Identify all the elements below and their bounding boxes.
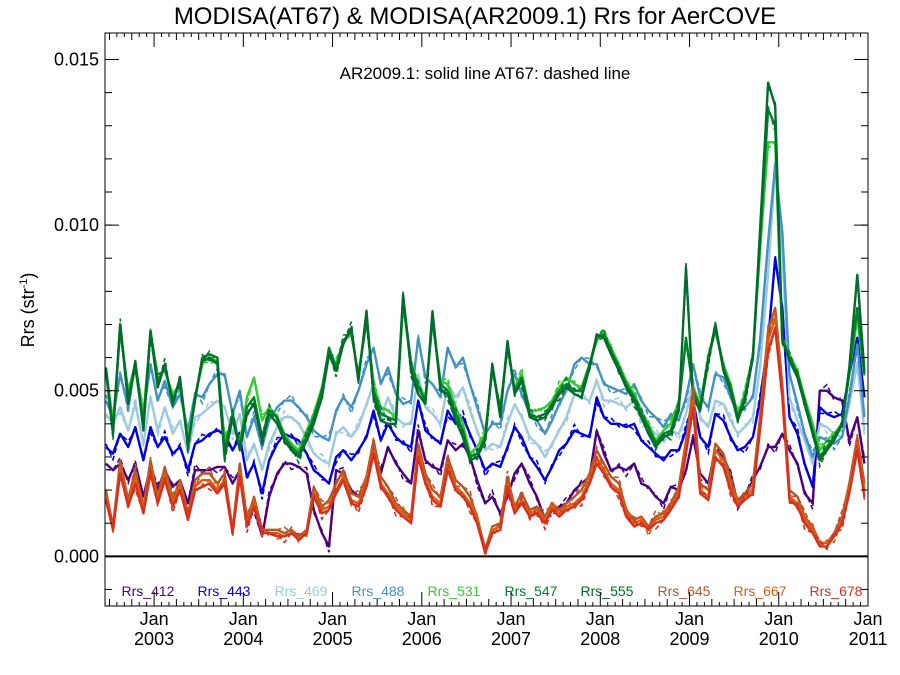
- legend-entry-Rrs_678: Rrs_678: [810, 583, 863, 599]
- x-tick-label-year: 2009: [669, 629, 709, 649]
- y-axis-label: Rrs (str-1): [18, 273, 38, 348]
- x-tick-label-year: 2004: [223, 629, 263, 649]
- x-tick-label-month: Jan: [407, 609, 436, 629]
- y-axis-label-main: Rrs (str: [18, 288, 38, 347]
- legend-entry-Rrs_667: Rrs_667: [734, 583, 787, 599]
- x-tick-label-year: 2010: [759, 629, 799, 649]
- x-tick-label-year: 2005: [313, 629, 353, 649]
- x-tick-label-year: 2006: [402, 629, 442, 649]
- y-tick-label: 0.005: [54, 381, 99, 401]
- series-dashed-line-Rrs_555: [105, 85, 866, 469]
- legend-entry-Rrs_555: Rrs_555: [581, 583, 634, 599]
- x-tick-label-month: Jan: [318, 609, 347, 629]
- legend: Rrs_412 Rrs_443 Rrs_469 Rrs_488 Rrs_531 Rrs_5…: [122, 583, 863, 599]
- line-style-note: AR2009.1: solid line AT67: dashed line: [340, 64, 631, 83]
- legend-entry-Rrs_547: Rrs_547: [505, 583, 558, 599]
- x-tick-label-month: Jan: [764, 609, 793, 629]
- x-tick-label-year: 2008: [580, 629, 620, 649]
- series-layer: [104, 81, 866, 557]
- series-line-Rrs_469: [104, 164, 866, 472]
- plot-frame: [104, 32, 869, 607]
- legend-entry-Rrs_488: Rrs_488: [352, 583, 405, 599]
- legend-entry-Rrs_645: Rrs_645: [658, 583, 711, 599]
- series-dashed-line-Rrs_443: [105, 255, 866, 500]
- x-tick-label-month: Jan: [586, 609, 615, 629]
- y-tick-label: 0.015: [54, 49, 99, 69]
- y-axis-label-superscript: -1: [18, 279, 30, 289]
- x-tick-label-year: 2007: [491, 629, 531, 649]
- legend-entry-Rrs_412: Rrs_412: [122, 583, 175, 599]
- series-dashed-line-Rrs_412: [105, 383, 866, 553]
- y-tick-label: 0.000: [54, 546, 99, 566]
- x-tick-label-year: 2003: [134, 629, 174, 649]
- x-tick-label-month: Jan: [675, 609, 704, 629]
- x-tick-label-month: Jan: [497, 609, 526, 629]
- legend-entry-Rrs_469: Rrs_469: [275, 583, 328, 599]
- y-tick-label: 0.010: [54, 215, 99, 235]
- x-tick-label-month: Jan: [853, 609, 882, 629]
- axes: 0.0000.0050.0100.015Jan2003Jan2004Jan200…: [54, 33, 887, 649]
- x-tick-label-month: Jan: [140, 609, 169, 629]
- legend-entry-Rrs_443: Rrs_443: [198, 583, 251, 599]
- series-dashed-line-Rrs_678: [105, 327, 866, 551]
- x-tick-label-month: Jan: [229, 609, 258, 629]
- chart-title: MODISA(AT67) & MODISA(AR2009.1) Rrs for …: [174, 3, 776, 30]
- y-axis-label-close: ): [18, 273, 38, 279]
- legend-entry-Rrs_531: Rrs_531: [428, 583, 481, 599]
- x-tick-label-year: 2011: [849, 629, 888, 649]
